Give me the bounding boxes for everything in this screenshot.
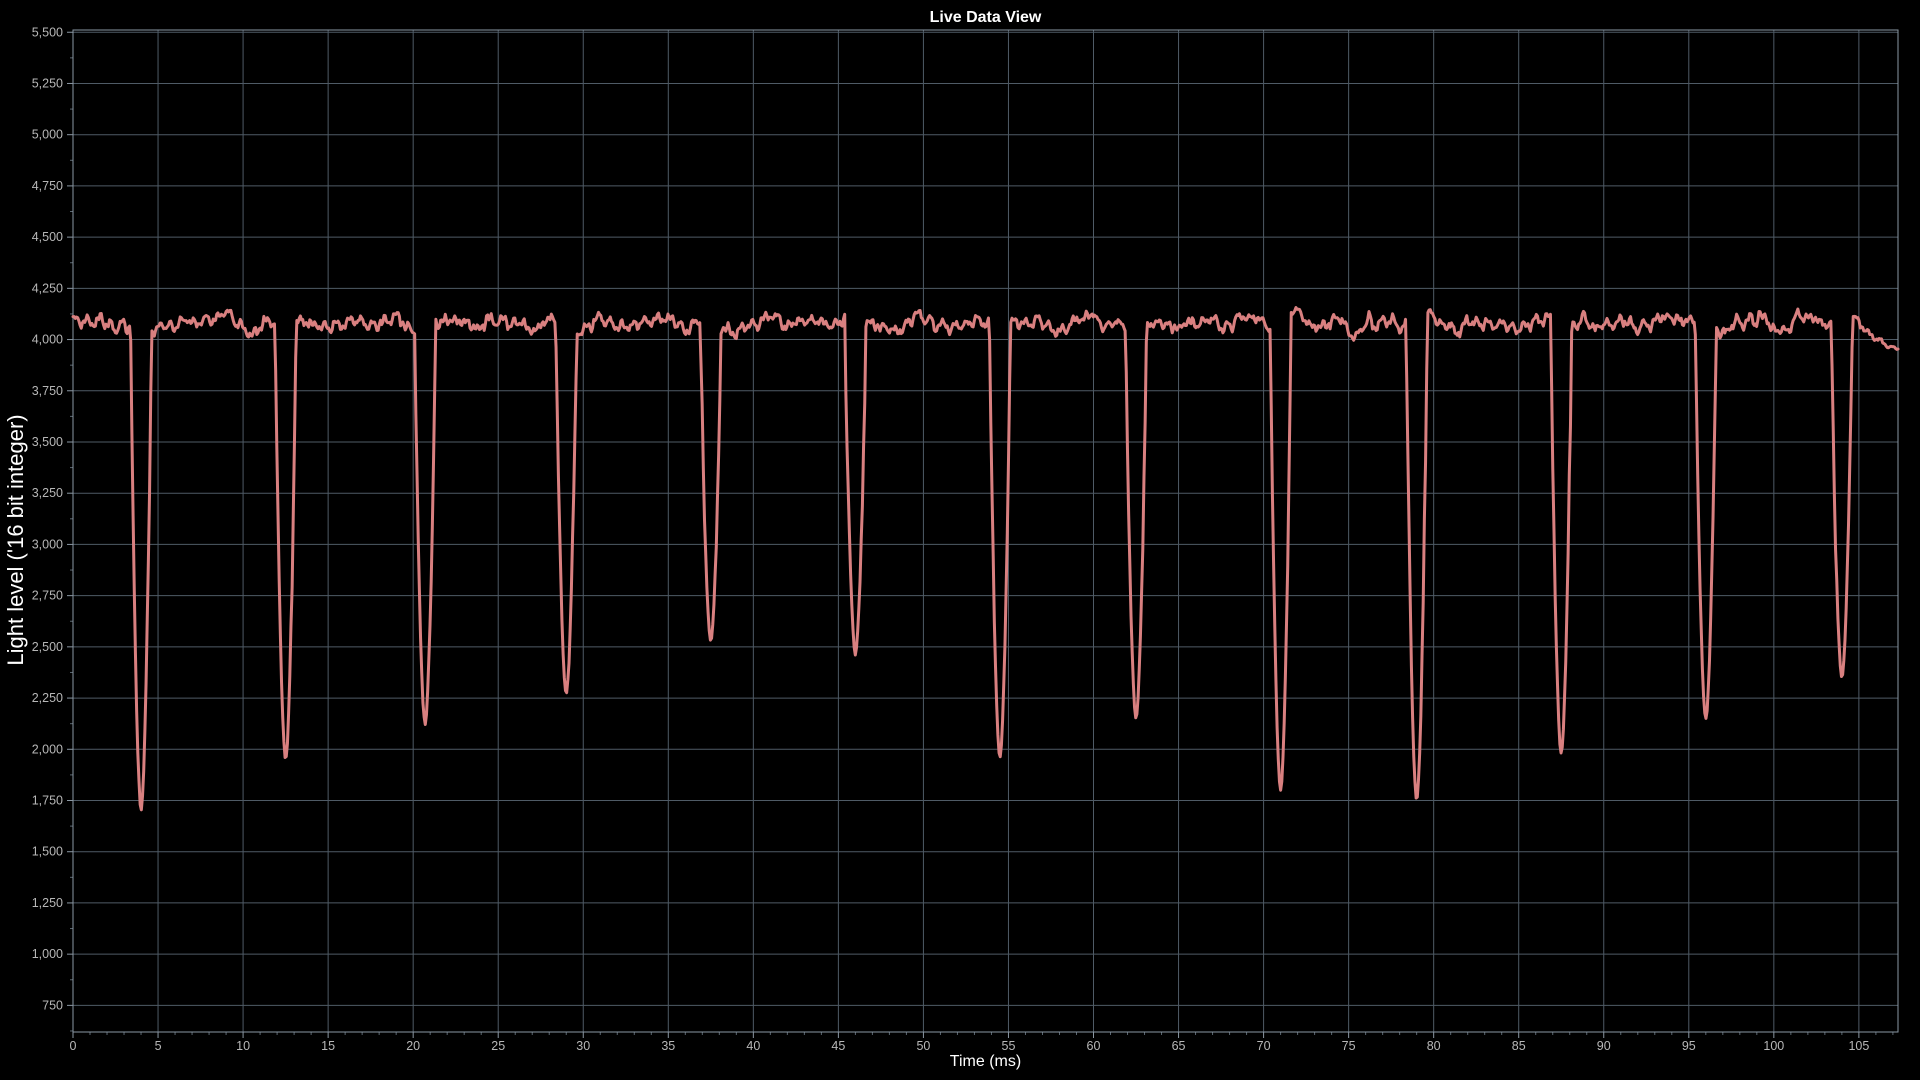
- svg-text:50: 50: [916, 1039, 930, 1053]
- svg-text:1,250: 1,250: [32, 896, 63, 910]
- svg-text:4,500: 4,500: [32, 230, 63, 244]
- svg-text:30: 30: [576, 1039, 590, 1053]
- svg-text:60: 60: [1087, 1039, 1101, 1053]
- svg-text:3,250: 3,250: [32, 486, 63, 500]
- svg-text:40: 40: [746, 1039, 760, 1053]
- svg-text:3,000: 3,000: [32, 537, 63, 551]
- svg-text:85: 85: [1512, 1039, 1526, 1053]
- svg-text:65: 65: [1172, 1039, 1186, 1053]
- svg-text:105: 105: [1848, 1039, 1869, 1053]
- svg-text:2,750: 2,750: [32, 589, 63, 603]
- svg-text:5,000: 5,000: [32, 128, 63, 142]
- svg-text:5,500: 5,500: [32, 25, 63, 39]
- svg-text:100: 100: [1763, 1039, 1784, 1053]
- svg-text:10: 10: [236, 1039, 250, 1053]
- svg-text:1,000: 1,000: [32, 947, 63, 961]
- svg-text:90: 90: [1597, 1039, 1611, 1053]
- svg-text:2,500: 2,500: [32, 640, 63, 654]
- svg-text:3,500: 3,500: [32, 435, 63, 449]
- svg-text:15: 15: [321, 1039, 335, 1053]
- svg-text:4,750: 4,750: [32, 179, 63, 193]
- svg-text:80: 80: [1427, 1039, 1441, 1053]
- svg-text:5: 5: [155, 1039, 162, 1053]
- svg-text:5,250: 5,250: [32, 76, 63, 90]
- svg-text:4,000: 4,000: [32, 333, 63, 347]
- svg-text:3,750: 3,750: [32, 384, 63, 398]
- svg-text:750: 750: [42, 998, 63, 1012]
- svg-text:55: 55: [1002, 1039, 1016, 1053]
- svg-text:25: 25: [491, 1039, 505, 1053]
- svg-text:75: 75: [1342, 1039, 1356, 1053]
- svg-text:1,500: 1,500: [32, 845, 63, 859]
- svg-text:95: 95: [1682, 1039, 1696, 1053]
- svg-text:4,250: 4,250: [32, 281, 63, 295]
- svg-text:45: 45: [831, 1039, 845, 1053]
- svg-text:2,250: 2,250: [32, 691, 63, 705]
- svg-text:2,000: 2,000: [32, 742, 63, 756]
- svg-text:1,750: 1,750: [32, 794, 63, 808]
- svg-text:35: 35: [661, 1039, 675, 1053]
- svg-text:0: 0: [70, 1039, 77, 1053]
- svg-text:70: 70: [1257, 1039, 1271, 1053]
- svg-text:20: 20: [406, 1039, 420, 1053]
